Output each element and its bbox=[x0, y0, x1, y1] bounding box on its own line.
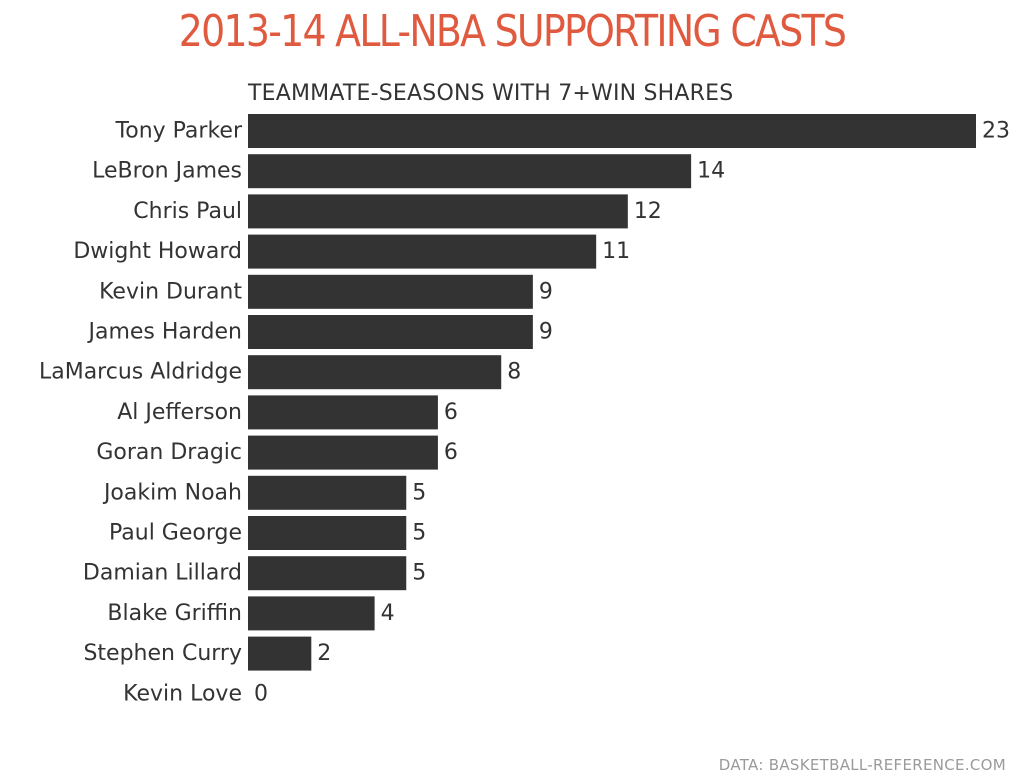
value-label: 9 bbox=[539, 320, 553, 345]
bar bbox=[248, 395, 438, 430]
category-label: Goran Dragic bbox=[96, 440, 242, 465]
value-label: 6 bbox=[444, 400, 458, 425]
bar-row-kevin-durant: Kevin Durant 9 bbox=[99, 274, 553, 309]
bar-row-james-harden: James Harden 9 bbox=[86, 315, 553, 349]
bar bbox=[248, 114, 976, 148]
value-label: 4 bbox=[381, 601, 395, 626]
bar-row-damian-lillard: Damian Lillard 5 bbox=[83, 556, 426, 591]
bar bbox=[248, 274, 533, 309]
value-label: 14 bbox=[697, 159, 725, 184]
bar bbox=[248, 516, 407, 550]
chart-title: 2013-14 ALL-NBA SUPPORTING CASTS bbox=[178, 6, 847, 57]
bar-row-stephen-curry: Stephen Curry 2 bbox=[83, 636, 331, 671]
category-label: Kevin Love bbox=[123, 681, 242, 706]
bar bbox=[248, 234, 597, 269]
category-label: Stephen Curry bbox=[83, 641, 242, 666]
category-label: Chris Paul bbox=[133, 199, 242, 224]
bar-row-paul-george: Paul George 5 bbox=[109, 516, 426, 550]
bar-row-lebron-james: LeBron James 14 bbox=[92, 154, 725, 189]
category-label: Kevin Durant bbox=[99, 279, 242, 304]
bar bbox=[248, 355, 502, 390]
value-label: 5 bbox=[412, 521, 426, 546]
bar-row-dwight-howard: Dwight Howard 11 bbox=[73, 234, 630, 269]
bar-row-goran-dragic: Goran Dragic 6 bbox=[96, 435, 458, 470]
value-label: 5 bbox=[412, 480, 426, 505]
value-label: 0 bbox=[254, 681, 268, 706]
bar-row-al-jefferson: Al Jefferson 6 bbox=[117, 395, 458, 430]
category-label: Blake Griffin bbox=[107, 601, 242, 626]
value-label: 23 bbox=[982, 119, 1010, 144]
value-label: 8 bbox=[507, 360, 521, 385]
bar bbox=[248, 596, 375, 631]
chart-subtitle: TEAMMATE-SEASONS WITH 7+WIN SHARES bbox=[248, 81, 734, 106]
bar-row-kevin-love: Kevin Love 0 bbox=[123, 681, 268, 706]
bar bbox=[248, 435, 438, 470]
category-label: Paul George bbox=[109, 521, 242, 546]
bar bbox=[248, 636, 312, 671]
bar bbox=[248, 556, 407, 591]
bar-row-tony-parker: Tony Parker 23 bbox=[115, 114, 1010, 148]
value-label: 9 bbox=[539, 279, 553, 304]
bar bbox=[248, 194, 628, 229]
value-label: 6 bbox=[444, 440, 458, 465]
value-label: 2 bbox=[317, 641, 331, 666]
category-label: LeBron James bbox=[92, 159, 242, 184]
value-label: 5 bbox=[412, 561, 426, 586]
category-label: LaMarcus Aldridge bbox=[39, 360, 242, 385]
bar-row-chris-paul: Chris Paul 12 bbox=[133, 194, 662, 229]
category-label: Al Jefferson bbox=[117, 400, 242, 425]
bar bbox=[248, 315, 533, 349]
bar-row-lamarcus-aldridge: LaMarcus Aldridge 8 bbox=[39, 355, 521, 390]
category-label: Tony Parker bbox=[115, 119, 243, 144]
category-label: Damian Lillard bbox=[83, 561, 242, 586]
bar-row-blake-griffin: Blake Griffin 4 bbox=[107, 596, 395, 631]
data-source: DATA: BASKETBALL-REFERENCE.COM bbox=[718, 756, 1006, 774]
bar bbox=[248, 475, 407, 510]
bar bbox=[248, 154, 692, 189]
category-label: Joakim Noah bbox=[102, 480, 242, 505]
value-label: 12 bbox=[634, 199, 662, 224]
category-label: James Harden bbox=[86, 320, 242, 345]
bar-row-joakim-noah: Joakim Noah 5 bbox=[102, 475, 426, 510]
value-label: 11 bbox=[602, 239, 630, 264]
category-label: Dwight Howard bbox=[73, 239, 242, 264]
